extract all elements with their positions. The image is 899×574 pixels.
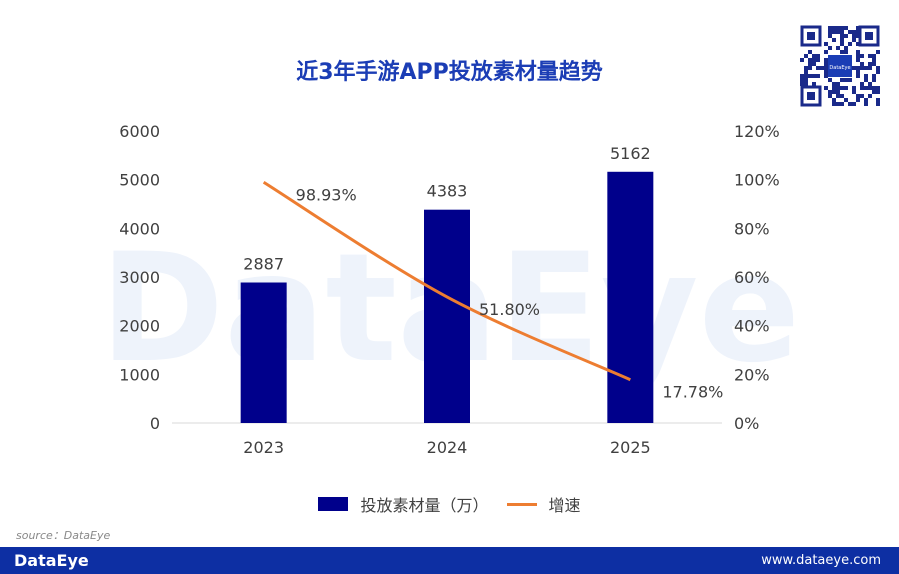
bar [424, 209, 470, 423]
footer-url[interactable]: www.dataeye.com [761, 553, 881, 568]
x-tick-label: 2025 [610, 438, 651, 457]
y2-tick-label: 0% [734, 414, 759, 433]
y-tick-label: 4000 [119, 219, 160, 238]
y-tick-label: 6000 [119, 122, 160, 141]
bar [607, 171, 654, 423]
y-tick-label: 5000 [119, 171, 160, 190]
y2-tick-label: 100% [734, 171, 780, 190]
x-tick-label: 2024 [427, 438, 468, 457]
line-data-label: 17.78% [662, 383, 723, 402]
legend-line-label: 增速 [548, 496, 581, 515]
y-tick-label: 0 [150, 414, 160, 433]
legend: 投放素材量（万） 增速 [0, 492, 899, 516]
y-tick-label: 2000 [119, 317, 160, 336]
qr-logo-text: DataEye [829, 65, 850, 71]
legend-line-swatch [506, 502, 537, 506]
y2-tick-label: 80% [734, 219, 770, 238]
y2-tick-label: 60% [734, 268, 770, 287]
chart-title: 近3年手游APP投放素材量趋势 [296, 60, 603, 85]
legend-bar-swatch [318, 497, 349, 511]
y2-tick-label: 40% [734, 317, 770, 336]
y2-tick-label: 20% [734, 365, 770, 384]
line-data-label: 51.80% [479, 300, 540, 319]
y-tick-label: 3000 [119, 268, 160, 287]
bar-data-label: 4383 [427, 182, 468, 201]
footer-bar: DataEye www.dataeye.com [0, 547, 899, 574]
footer-logo: DataEye [14, 551, 89, 570]
qr-code: DataEye [800, 25, 880, 107]
y-tick-label: 1000 [119, 365, 160, 384]
line-data-label: 98.93% [296, 185, 357, 204]
x-tick-label: 2023 [243, 438, 284, 457]
bar-data-label: 5162 [610, 144, 651, 163]
bar [240, 282, 287, 423]
y2-tick-label: 120% [734, 122, 780, 141]
bar-data-label: 2887 [243, 254, 284, 273]
legend-bar-label: 投放素材量（万） [360, 496, 489, 515]
source-note: source：DataEye [16, 529, 111, 542]
